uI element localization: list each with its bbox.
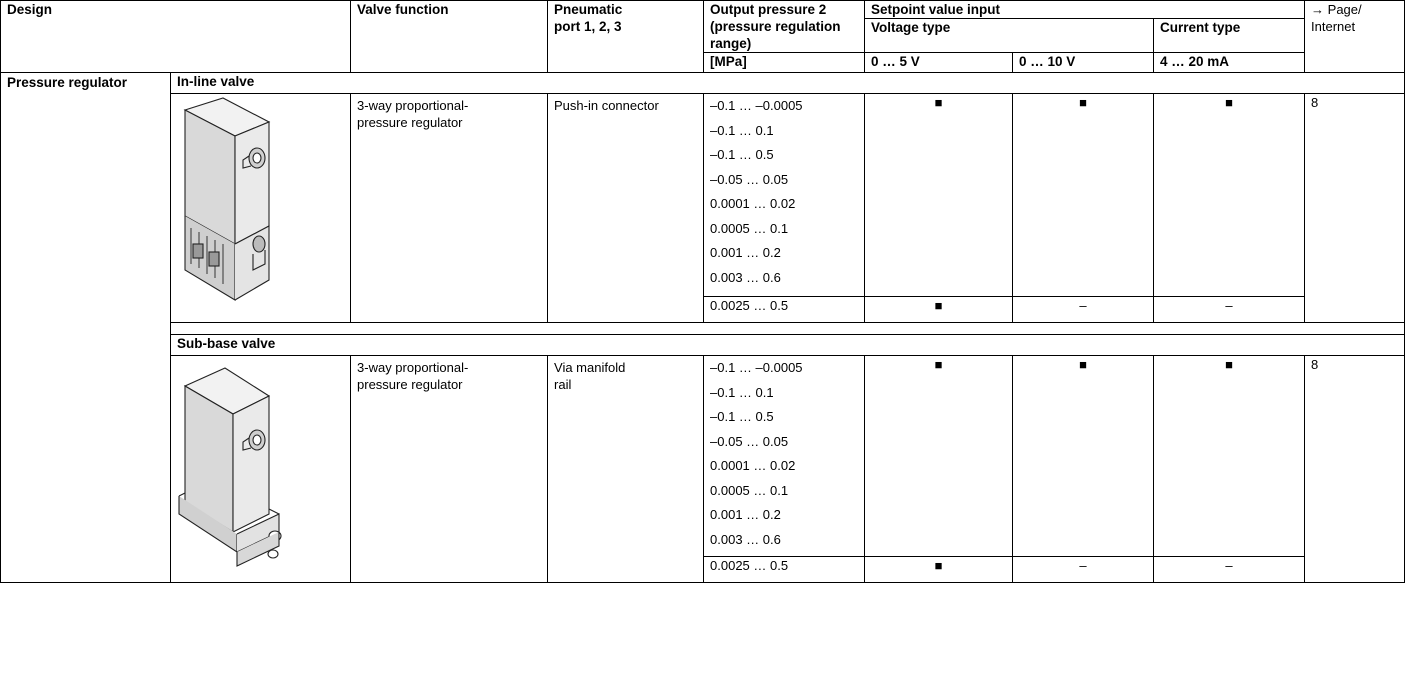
group-title-inline: In-line valve [169, 72, 1405, 94]
group-row-inline: Pressure regulator In-line valve [0, 72, 1405, 583]
inline-pressure-ranges: –0.1 … –0.0005 –0.1 … 0.1 –0.1 … 0.5 –0.… [703, 92, 866, 298]
header-valve-function: Valve function [350, 0, 549, 73]
inline-valve-regulator-image [183, 97, 271, 301]
header-row-1: Design Valve function Pneumatic port 1, … [0, 0, 1405, 73]
subbase-mark-0-10v: ■ [1012, 354, 1155, 558]
pressure-range: 0.0001 … 0.02 [710, 458, 796, 473]
header-voltage-type: Voltage type [864, 18, 1155, 53]
inline-mark-4-20ma: ■ [1153, 92, 1306, 298]
subbase-function-line1: 3-way proportional- [357, 360, 469, 375]
pressure-range: 0.0001 … 0.02 [710, 196, 796, 211]
header-pneumatic-line2: port 1, 2, 3 [554, 19, 622, 34]
subbase-pressure-ranges: –0.1 … –0.0005 –0.1 … 0.1 –0.1 … 0.5 –0.… [703, 354, 866, 558]
header-page-line2: Internet [1311, 19, 1356, 34]
header-output-line3: range) [710, 36, 752, 51]
header-page: → Page/ Internet [1304, 0, 1405, 73]
pressure-range: 0.003 … 0.6 [710, 531, 781, 547]
inline-main-row: 3-way proportional- pressure regulator P… [1, 92, 1405, 323]
pressure-range: 0.0005 … 0.1 [710, 482, 789, 498]
header-output-line2: (pressure regulation [710, 19, 841, 34]
inline-function-line1: 3-way proportional- [357, 98, 469, 113]
pressure-range: 0.001 … 0.2 [710, 245, 781, 260]
subbase-valve-function: 3-way proportional- pressure regulator [350, 355, 549, 583]
inline-page: 8 [1304, 93, 1405, 323]
subbase-extra-row: 0.0025 … 0.5 ■ – – [1, 556, 1405, 583]
header-output-line1: Output pressure 2 [710, 2, 827, 17]
inline-extra-mark-4-20ma: – [1153, 296, 1306, 323]
inline-extra-mark-0-5v: ■ [864, 296, 1014, 323]
group-row-subbase: Sub-base valve [1, 334, 1405, 356]
header-pneumatic-line1: Pneumatic [554, 2, 623, 17]
header-row-2: Voltage type Current type [1, 18, 1405, 53]
subbase-valve-image-cell [169, 355, 352, 583]
pressure-range: –0.1 … 0.5 [710, 409, 774, 424]
subbase-function-line2: pressure regulator [357, 377, 463, 392]
header-output-pressure: Output pressure 2 (pressure regulation r… [703, 0, 866, 53]
subbase-port-line2: rail [554, 377, 572, 392]
pressure-range: 0.003 … 0.6 [710, 269, 781, 285]
pressure-range: –0.1 … –0.0005 [710, 360, 803, 375]
inline-valve-image-cell [169, 93, 352, 323]
pressure-range: –0.1 … 0.5 [710, 147, 774, 162]
inline-pneumatic-port: Push-in connector [547, 93, 705, 323]
pressure-range: –0.1 … –0.0005 [710, 98, 803, 113]
pressure-range: 0.0005 … 0.1 [710, 220, 789, 236]
subbase-page: 8 [1304, 355, 1405, 583]
subbase-main-row: 3-way proportional- pressure regulator V… [1, 354, 1405, 583]
subbase-mark-0-5v: ■ [864, 354, 1014, 558]
sub-base-valve-regulator-image [178, 367, 282, 567]
header-setpoint: Setpoint value input [864, 0, 1306, 19]
inline-port-line1: Push-in connector [554, 98, 659, 113]
inline-valve-function: 3-way proportional- pressure regulator [350, 93, 549, 323]
inline-mark-0-5v: ■ [864, 92, 1014, 298]
design-pressure-regulator: Pressure regulator [0, 72, 171, 583]
header-current-type: Current type [1153, 18, 1306, 53]
header-pneumatic-port: Pneumatic port 1, 2, 3 [547, 0, 705, 73]
header-unit-mpa: [MPa] [703, 52, 866, 73]
inline-mark-0-10v: ■ [1012, 92, 1155, 298]
subbase-extra-mark-0-5v: ■ [864, 556, 1014, 583]
inline-extra-range: 0.0025 … 0.5 [703, 296, 866, 323]
subbase-extra-mark-4-20ma: – [1153, 556, 1306, 583]
header-0-5v: 0 … 5 V [864, 52, 1014, 73]
subbase-extra-range: 0.0025 … 0.5 [703, 556, 866, 583]
group-title-subbase: Sub-base valve [169, 334, 1405, 356]
product-overview-table: Design Valve function Pneumatic port 1, … [0, 0, 1405, 583]
inline-extra-row: 0.0025 … 0.5 ■ – – [1, 296, 1405, 323]
pressure-range: –0.05 … 0.05 [710, 433, 789, 449]
header-design: Design [0, 0, 351, 73]
subbase-extra-mark-0-10v: – [1012, 556, 1155, 583]
inline-function-line2: pressure regulator [357, 115, 463, 130]
header-0-10v: 0 … 10 V [1012, 52, 1155, 73]
pressure-range: –0.1 … 0.1 [710, 384, 774, 400]
header-page-line1: → Page/ [1311, 2, 1362, 17]
group-spacer-row [1, 322, 1405, 335]
subbase-pneumatic-port: Via manifold rail [547, 355, 705, 583]
header-4-20ma: 4 … 20 mA [1153, 52, 1306, 73]
subbase-mark-4-20ma: ■ [1153, 354, 1306, 558]
inline-extra-mark-0-10v: – [1012, 296, 1155, 323]
subbase-port-line1: Via manifold [554, 360, 626, 375]
pressure-range: –0.05 … 0.05 [710, 171, 789, 187]
group-spacer [169, 322, 1405, 335]
pressure-range: 0.001 … 0.2 [710, 507, 781, 522]
pressure-range: –0.1 … 0.1 [710, 122, 774, 138]
